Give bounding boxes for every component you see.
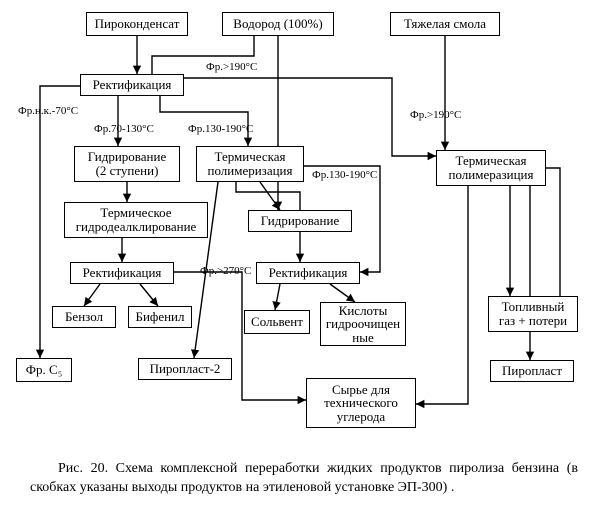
edge-rekt3-kisloty [330,284,355,302]
edge-label-text: Фр.>190°С [410,109,461,121]
node-label: Бифенил [135,310,184,324]
node-tyazh_smola: Тяжелая смола [390,12,500,36]
node-label: Тяжелая смола [404,17,486,31]
node-label: Топливныйгаз + потери [499,300,567,327]
node-label: Ректификация [83,266,162,280]
flowchart-stage: Рис. 20. Схема комплексной переработки ж… [0,0,600,516]
node-label: Кислотыгидроочищенные [326,304,400,345]
node-label: Термическоегидродеалклирование [76,206,197,233]
node-solvent: Сольвент [244,310,310,334]
node-rekt1: Ректификация [80,74,184,96]
node-label: Фр. C₅ [26,363,62,377]
node-label: Ректификация [269,266,348,280]
edge-label-l5: Фр.>190°С [410,110,461,121]
node-label: Гидрирование [261,214,339,228]
node-vodorod: Водород (100%) [222,12,334,36]
node-gidrodealk: Термическоегидродеалклирование [64,202,208,238]
node-label: Термическаяполимеризация [208,150,293,177]
node-label: Водород (100%) [233,17,322,31]
edge-label-text: Фр.130-190°С [312,169,377,181]
node-rekt2: Ректификация [70,262,174,284]
edge-rekt1_to_termpoly2 [184,78,436,156]
figure-caption: Рис. 20. Схема комплексной переработки ж… [30,460,578,498]
node-syrie: Сырье длятехническогоуглерода [306,378,416,428]
edge-termpoly1-gidr1 [260,182,280,210]
node-label: Сольвент [251,315,303,329]
node-fr_c5: Фр. C₅ [16,358,72,382]
node-label: Гидрирование(2 ступени) [88,150,166,177]
edge-termpoly2_to_gaz2 [546,168,578,310]
edge-label-l1: Фр.>190°С [206,62,257,73]
node-label: Ректификация [93,78,172,92]
edge-label-l7: Фр.>270°С [200,266,251,277]
node-piroplast2: Пиропласт-2 [138,358,232,380]
edge-rekt2-benzol [84,284,100,306]
node-pirokondensat: Пироконденсат [86,12,188,36]
edge-termpoly1_branch [236,182,300,210]
edge-rekt3-solvent [275,284,280,310]
node-label: Сырье длятехническогоуглерода [324,383,398,424]
node-label: Бензол [65,310,103,324]
node-rekt3: Ректификация [256,262,360,284]
edge-label-text: Фр.>270°С [200,265,251,277]
node-termpoly1: Термическаяполимеризация [196,146,304,182]
node-benzol: Бензол [52,306,116,328]
node-kisloty: Кислотыгидроочищенные [320,302,406,346]
node-piroplast: Пиропласт [490,360,574,382]
node-label: Термическаяполимеразиция [449,154,534,181]
edge-rekt1_split_right [160,96,248,146]
edge-label-text: Фр.н.к.-70°С [18,105,78,117]
node-label: Пиропласт [502,364,562,378]
edge-termpoly2_to_syrie [416,186,468,404]
edge-label-text: Фр.>190°С [206,61,257,73]
node-bifenil: Бифенил [128,306,192,328]
node-label: Пироконденсат [95,17,180,31]
edge-label-text: Фр.70-130°С [94,123,154,135]
edge-rekt2_to_syrie [174,272,306,400]
edge-label-text: Фр.130-190°С [188,123,253,135]
node-gaz: Топливныйгаз + потери [488,296,578,332]
edge-label-l2: Фр.н.к.-70°С [18,106,78,117]
edge-label-l4: Фр.130-190°С [188,124,253,135]
edge-label-l3: Фр.70-130°С [94,124,154,135]
node-gidr2: Гидрирование(2 ступени) [74,146,180,182]
node-termpoly2: Термическаяполимеразиция [436,150,546,186]
edge-label-l6: Фр.130-190°С [312,170,377,181]
node-label: Пиропласт-2 [150,362,221,376]
edge-rekt2-bifenil [140,284,158,306]
node-gidr1: Гидрирование [248,210,352,232]
